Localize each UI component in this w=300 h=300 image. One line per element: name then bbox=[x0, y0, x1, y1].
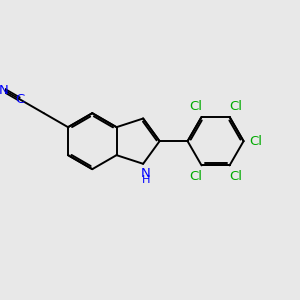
Text: Cl: Cl bbox=[189, 100, 202, 113]
Text: H: H bbox=[141, 175, 150, 185]
Text: N: N bbox=[0, 84, 9, 97]
Text: Cl: Cl bbox=[229, 100, 242, 113]
Text: Cl: Cl bbox=[249, 135, 262, 148]
Text: Cl: Cl bbox=[229, 169, 242, 183]
Text: N: N bbox=[141, 167, 151, 180]
Text: Cl: Cl bbox=[189, 169, 202, 183]
Text: C: C bbox=[15, 93, 24, 106]
